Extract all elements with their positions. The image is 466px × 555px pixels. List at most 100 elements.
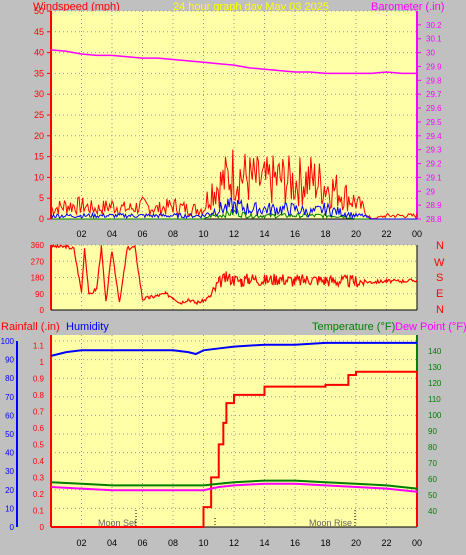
lower-x-tick-label: 16 (290, 538, 300, 548)
wind-panel-series (50, 49, 418, 220)
wind-x-tick-label: 18 (320, 229, 330, 239)
direction-panel-series (50, 243, 418, 306)
lower-x-tick-label: 18 (320, 538, 330, 548)
lower-x-tick-label: 12 (229, 538, 239, 548)
temperature-y-tick-label: 130 (428, 363, 442, 372)
dew-point-line (50, 482, 418, 493)
rainfall-y-tick-label: 0.8 (33, 391, 45, 400)
temperature-y-tick-label: 70 (428, 459, 437, 468)
barometer-y-tick-label: 28.8 (426, 215, 442, 224)
temperature-y-tick-label: 50 (428, 491, 437, 500)
lower-x-tick-label: 00 (412, 538, 422, 548)
rainfall-y-tick-label: 0.2 (33, 490, 45, 499)
humidity-y-tick-label: 90 (5, 356, 14, 365)
rainfall-line (51, 370, 418, 528)
rainfall-y-tick-label: 0.6 (33, 424, 45, 433)
temperature-axis-title: Temperature (°F) (312, 321, 395, 333)
wind-low-line (51, 208, 417, 220)
lower-x-tick-label: 10 (198, 538, 208, 548)
barometer-y-tick-label: 29.4 (426, 132, 442, 141)
direction-y-tick-label: 270 (31, 257, 45, 266)
wind-panel-grid (51, 10, 418, 220)
temperature-y-tick-label: 110 (428, 395, 441, 404)
wind-x-tick-label: 06 (137, 229, 147, 239)
direction-y-tick-label: 360 (31, 241, 45, 250)
wind-y-tick-label: 5 (39, 193, 44, 203)
lower-x-tick-label: 22 (381, 538, 391, 548)
windspeed-axis-title: Windspeed (mph) (33, 1, 120, 13)
temperature-y-tick-label: 120 (428, 379, 442, 388)
wind-average-line (50, 197, 417, 220)
lower-x-tick-label: 14 (259, 538, 269, 548)
direction-label-e: E (436, 288, 443, 300)
wind-x-tick-label: 16 (290, 229, 300, 239)
lower-x-tick-label: 08 (168, 538, 178, 548)
direction-label-n1: N (436, 240, 444, 252)
direction-label-n2: N (436, 304, 444, 316)
direction-panel-axes: 0 90 180 270 360 (31, 241, 418, 315)
rainfall-y-tick-label: 1.1 (33, 341, 45, 350)
humidity-line (50, 341, 417, 357)
barometer-y-tick-label: 29.7 (426, 90, 442, 99)
humidity-y-tick-label: 10 (5, 504, 14, 513)
humidity-y-tick-label: 70 (5, 393, 14, 402)
wind-gust-line (50, 149, 418, 220)
rainfall-y-tick-label: 0 (40, 523, 45, 532)
lower-x-tick-label: 02 (76, 538, 86, 548)
wind-y-tick-label: 35 (34, 68, 44, 78)
lower-panel-series (50, 341, 418, 528)
graph-title: 24 hour graph day May 03 2025 (173, 1, 329, 13)
humidity-y-tick-label: 80 (5, 374, 14, 383)
wind-y-tick-label: 45 (34, 27, 44, 37)
wind-y-tick-label: 30 (34, 89, 44, 99)
direction-label-w: W (434, 257, 445, 269)
lower-x-tick-label: 06 (137, 538, 147, 548)
humidity-y-tick-label: 20 (5, 486, 14, 495)
lower-x-tick-label: 20 (351, 538, 361, 548)
moon-set-label: Moon Set (98, 518, 137, 528)
wind-x-tick-label: 04 (107, 229, 117, 239)
direction-y-tick-label: 0 (40, 306, 45, 315)
humidity-y-tick-label: 100 (1, 337, 15, 346)
wind-y-tick-label: 10 (34, 172, 44, 182)
barometer-y-tick-label: 29.3 (426, 146, 442, 155)
wind-x-tick-label: 00 (412, 229, 422, 239)
dewpoint-axis-title: Dew Point (°F) (395, 321, 466, 333)
humidity-y-tick-label: 40 (5, 449, 14, 458)
barometer-y-tick-label: 29.9 (426, 62, 442, 71)
wind-x-tick-label: 08 (168, 229, 178, 239)
rainfall-y-tick-label: 0.5 (33, 440, 45, 449)
wind-y-tick-label: 15 (34, 152, 44, 162)
rainfall-y-tick-label: 1 (40, 358, 45, 367)
temperature-y-tick-label: 140 (428, 347, 442, 356)
barometer-y-tick-label: 29.5 (426, 118, 442, 127)
barometer-axis-title: Barometer (.in) (371, 1, 444, 13)
humidity-y-tick-label: 50 (5, 430, 14, 439)
rainfall-axis-title: Rainfall (.in) (1, 321, 60, 333)
barometer-y-tick-label: 29.1 (426, 173, 442, 182)
humidity-y-tick-label: 60 (5, 411, 14, 420)
barometer-y-tick-label: 30.2 (426, 21, 442, 30)
direction-y-tick-label: 90 (35, 290, 44, 299)
rainfall-y-tick-label: 0.3 (33, 473, 45, 482)
wind-y-tick-label: 20 (34, 131, 44, 141)
temperature-y-tick-label: 100 (428, 411, 442, 420)
rainfall-y-tick-label: 0.1 (33, 506, 45, 515)
barometer-line (50, 49, 417, 75)
direction-y-tick-label: 180 (31, 274, 45, 283)
humidity-y-tick-label: 0 (10, 523, 15, 532)
wind-y-tick-label: 40 (34, 48, 44, 58)
direction-label-s: S (436, 272, 443, 284)
barometer-y-tick-label: 28.9 (426, 201, 442, 210)
barometer-y-tick-label: 29.6 (426, 104, 442, 113)
wind-x-tick-label: 20 (351, 229, 361, 239)
temperature-y-tick-label: 80 (428, 443, 437, 452)
lower-x-tick-label: 04 (107, 538, 117, 548)
rainfall-y-tick-label: 0.4 (33, 457, 45, 466)
humidity-axis-title: Humidity (66, 321, 109, 333)
wind-y-tick-label: 25 (34, 110, 44, 120)
wind-x-tick-label: 12 (229, 229, 239, 239)
wind-y-tick-label: 50 (34, 6, 44, 16)
barometer-y-tick-label: 30 (426, 49, 435, 58)
barometer-y-tick-label: 29.8 (426, 76, 442, 85)
